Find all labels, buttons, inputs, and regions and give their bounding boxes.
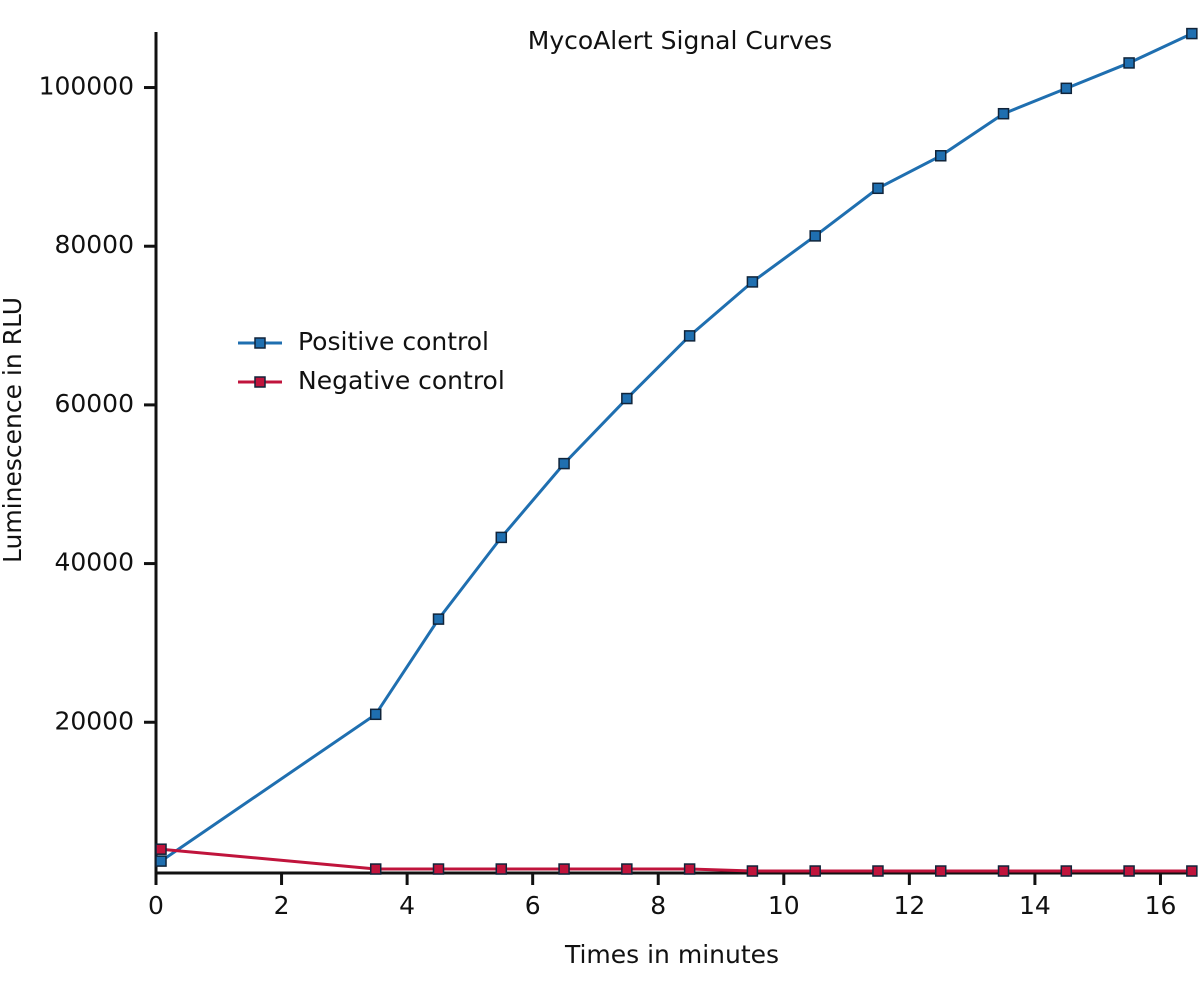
marker xyxy=(872,182,884,195)
marker xyxy=(432,863,445,875)
x-tick-label: 12 xyxy=(893,891,925,920)
marker xyxy=(155,855,167,867)
marker xyxy=(1060,865,1073,877)
marker xyxy=(683,863,696,875)
x-tick-label: 16 xyxy=(1145,891,1177,920)
marker xyxy=(934,150,947,162)
marker xyxy=(621,392,633,405)
y-tick-label: 20000 xyxy=(54,706,134,735)
marker xyxy=(558,863,570,875)
marker xyxy=(934,865,947,877)
y-tick-label: 100000 xyxy=(39,72,134,101)
legend-label: Negative control xyxy=(298,366,505,395)
marker xyxy=(369,708,382,721)
marker xyxy=(621,863,633,875)
marker xyxy=(809,865,821,877)
x-tick-label: 2 xyxy=(274,891,290,920)
marker xyxy=(155,843,167,855)
marker xyxy=(495,863,508,875)
marker xyxy=(872,865,884,877)
series-line xyxy=(160,32,1193,863)
x-tick-label: 4 xyxy=(399,891,415,920)
y-tick-label: 40000 xyxy=(54,548,134,577)
x-tick-label: 8 xyxy=(650,891,666,920)
chart-title: MycoAlert Signal Curves xyxy=(528,26,832,55)
y-axis-label: Luminescence in RLU xyxy=(0,297,27,563)
marker xyxy=(997,865,1010,877)
marker xyxy=(1186,27,1198,40)
y-tick-label: 80000 xyxy=(54,230,134,259)
legend-marker xyxy=(254,376,266,388)
marker xyxy=(1186,865,1198,877)
marker xyxy=(369,863,382,875)
x-tick-label: 14 xyxy=(1019,891,1051,920)
marker xyxy=(746,865,759,877)
marker xyxy=(558,457,570,470)
marker xyxy=(432,613,445,625)
marker xyxy=(495,531,508,544)
x-axis-label: Times in minutes xyxy=(564,940,779,969)
x-tick-label: 10 xyxy=(768,891,800,920)
marker xyxy=(809,230,821,242)
marker xyxy=(683,330,696,342)
x-tick-label: 6 xyxy=(525,891,541,920)
legend-label: Positive control xyxy=(298,327,489,356)
marker xyxy=(1060,82,1073,95)
marker xyxy=(746,276,759,288)
series-line xyxy=(160,847,1192,873)
marker xyxy=(1123,57,1135,69)
y-tick-label: 60000 xyxy=(54,389,134,418)
marker xyxy=(997,107,1010,120)
legend-marker xyxy=(254,337,266,349)
marker xyxy=(1123,865,1135,877)
x-tick-label: 0 xyxy=(148,891,164,920)
